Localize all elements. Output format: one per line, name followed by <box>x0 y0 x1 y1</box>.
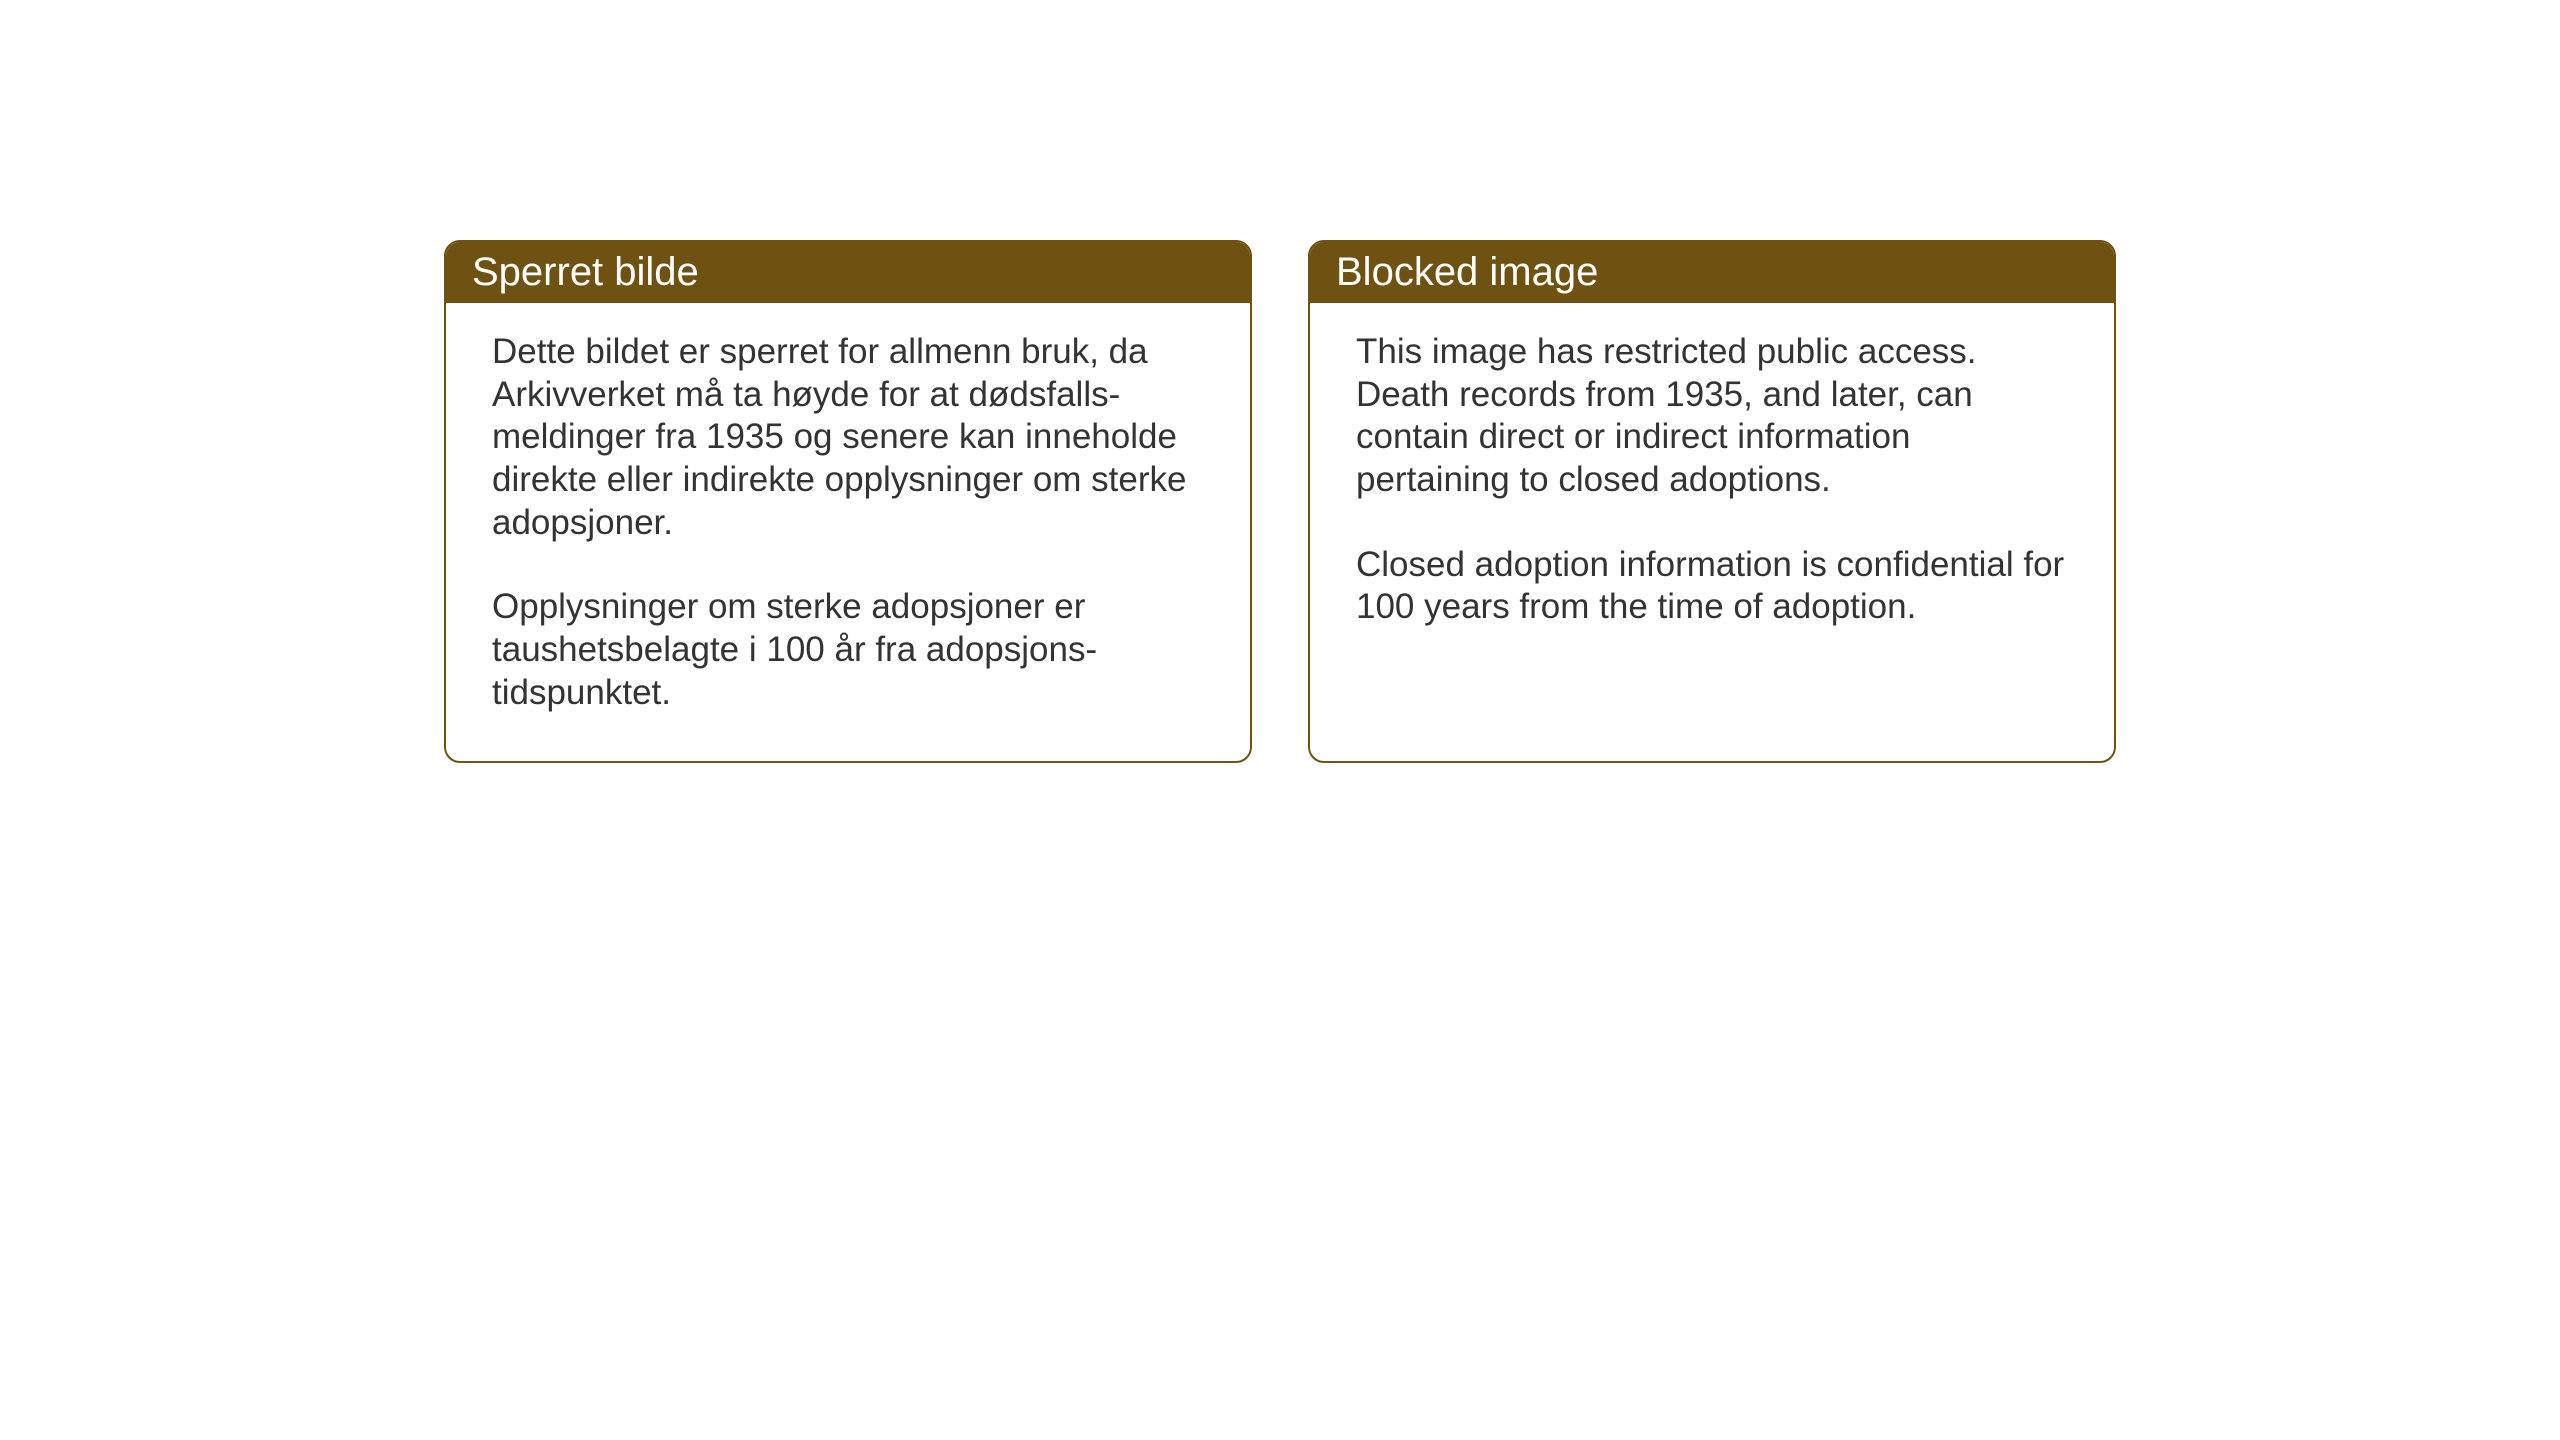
card-body-english: This image has restricted public access.… <box>1310 303 2114 675</box>
card-header-norwegian: Sperret bilde <box>446 242 1250 303</box>
card-title-norwegian: Sperret bilde <box>472 250 699 294</box>
card-header-english: Blocked image <box>1310 242 2114 303</box>
card-paragraph-2-english: Closed adoption information is confident… <box>1356 544 2068 629</box>
notice-card-norwegian: Sperret bilde Dette bildet er sperret fo… <box>444 240 1252 763</box>
card-paragraph-1-norwegian: Dette bildet er sperret for allmenn bruk… <box>492 331 1204 544</box>
card-body-norwegian: Dette bildet er sperret for allmenn bruk… <box>446 303 1250 761</box>
notice-card-english: Blocked image This image has restricted … <box>1308 240 2116 763</box>
card-title-english: Blocked image <box>1336 250 1598 294</box>
notice-cards-container: Sperret bilde Dette bildet er sperret fo… <box>444 240 2116 763</box>
card-paragraph-2-norwegian: Opplysninger om sterke adopsjoner er tau… <box>492 586 1204 714</box>
card-paragraph-1-english: This image has restricted public access.… <box>1356 331 2068 502</box>
